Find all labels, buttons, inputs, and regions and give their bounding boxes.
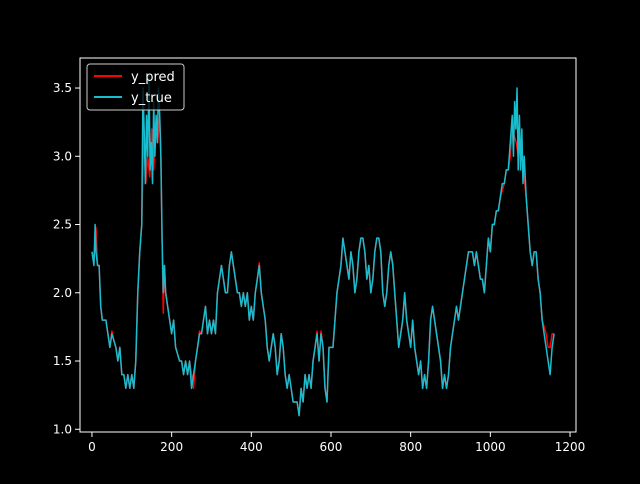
legend-label-y-true: y_true [131, 91, 172, 106]
y-tick-label: 2.0 [53, 286, 72, 300]
x-tick-label: 800 [399, 440, 422, 454]
y-tick-label: 1.0 [53, 422, 72, 436]
plot-frame [79, 57, 577, 433]
x-tick-label: 1200 [555, 440, 586, 454]
y-tick-label: 1.5 [53, 354, 72, 368]
x-tick-label: 600 [320, 440, 343, 454]
x-tick-label: 1000 [475, 440, 506, 454]
axis-ticks: 0 200 400 600 800 1000 1200 1.0 1.5 2.0 2.5 3.0 3.5 [53, 81, 585, 454]
series-line-y-true [91, 73, 555, 417]
x-tick-label: 200 [160, 440, 183, 454]
legend-label-y-pred: y_pred [131, 70, 175, 85]
series-layer [91, 73, 555, 417]
x-tick-label: 0 [88, 440, 96, 454]
legend: y_pred y_true [86, 63, 185, 111]
y-tick-label: 3.0 [53, 149, 72, 163]
y-tick-label: 2.5 [53, 218, 72, 232]
y-tick-label: 3.5 [53, 81, 72, 95]
x-tick-label: 400 [240, 440, 263, 454]
